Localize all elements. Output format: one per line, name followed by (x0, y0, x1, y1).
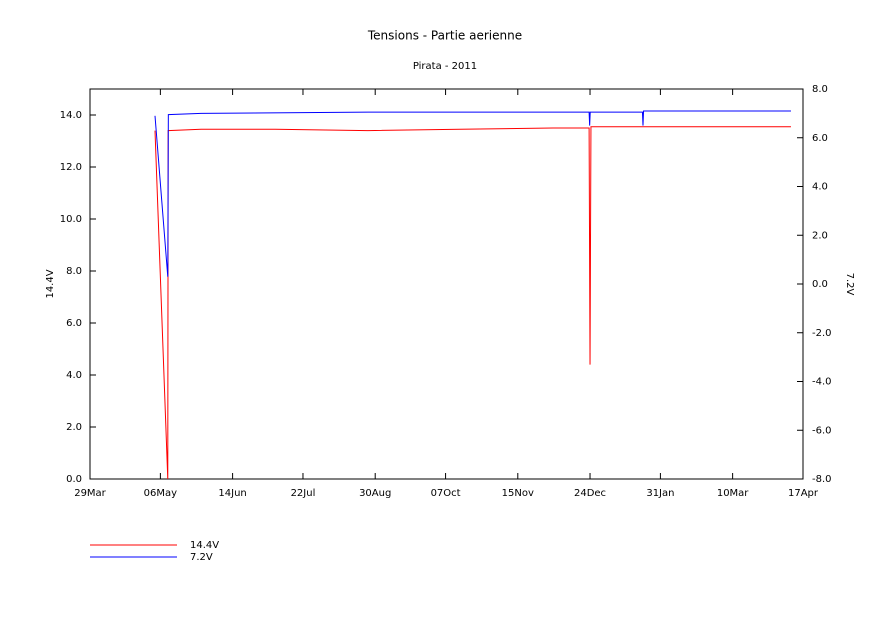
x-tick-label: 22Jul (291, 488, 316, 499)
x-tick-label: 06May (144, 488, 177, 499)
plot-frame (89, 88, 804, 480)
x-tick-label: 30Aug (359, 488, 391, 499)
y2-tick-label: 4.0 (812, 182, 828, 193)
y2-axis-label: 7.2V (844, 273, 855, 296)
x-tick-label: 29Mar (74, 488, 106, 499)
legend-label: 14.4V (190, 540, 219, 551)
y2-tick-label: -8.0 (812, 474, 832, 485)
y2-tick-label: -6.0 (812, 425, 832, 436)
series-line (154, 126, 791, 480)
y-tick-label: 12.0 (60, 162, 82, 173)
y2-tick-label: 2.0 (812, 230, 828, 241)
x-tick-label: 10Mar (717, 488, 749, 499)
x-tick-label: 14Jun (218, 488, 246, 499)
y2-tick-label: -2.0 (812, 328, 832, 339)
y-tick-label: 14.0 (60, 110, 82, 121)
y2-tick-label: 0.0 (812, 279, 828, 290)
legend-label: 7.2V (190, 552, 213, 563)
y-tick-label: 6.0 (66, 318, 82, 329)
y-tick-label: 2.0 (66, 422, 82, 433)
x-tick-label: 24Dec (574, 488, 606, 499)
x-tick-label: 17Apr (788, 488, 819, 499)
y-tick-label: 10.0 (60, 214, 82, 225)
x-tick-label: 07Oct (431, 488, 461, 499)
y-tick-label: 0.0 (66, 474, 82, 485)
series-line (154, 110, 791, 277)
x-tick-label: 31Jan (646, 488, 674, 499)
y2-tick-label: 6.0 (812, 133, 828, 144)
y-tick-label: 4.0 (66, 370, 82, 381)
y-axis-label: 14.4V (45, 269, 56, 298)
y2-tick-label: -4.0 (812, 377, 832, 388)
x-tick-label: 15Nov (502, 488, 534, 499)
y-tick-label: 8.0 (66, 266, 82, 277)
chart-title: Tensions - Partie aerienne (367, 29, 522, 43)
y2-tick-label: 8.0 (812, 84, 828, 95)
chart-subtitle: Pirata - 2011 (413, 61, 477, 72)
